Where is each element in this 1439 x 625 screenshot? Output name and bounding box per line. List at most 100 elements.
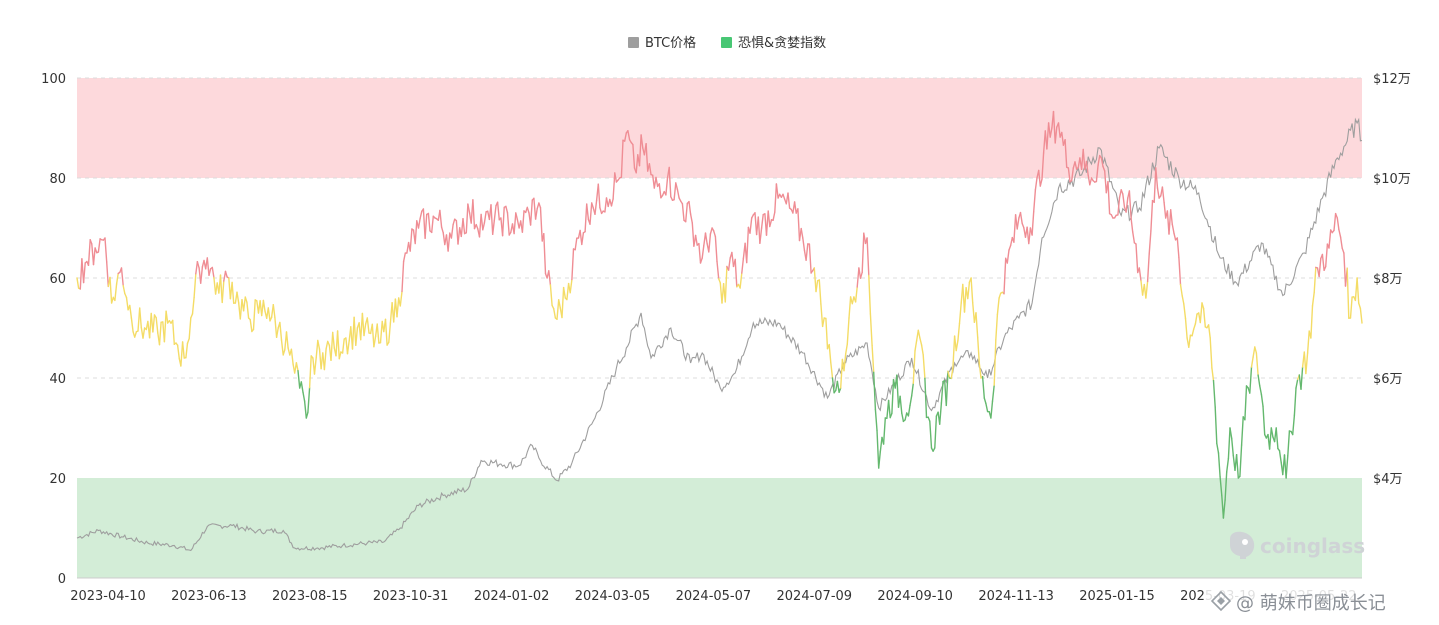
- fear-greed-segment: [363, 323, 367, 337]
- fear-greed-segment: [171, 319, 176, 345]
- fear-greed-segment: [882, 417, 886, 445]
- x-tick-label: 2024-11-13: [978, 589, 1054, 604]
- fear-greed-segment: [493, 204, 497, 222]
- fear-greed-segment: [1249, 366, 1253, 394]
- fear-greed-segment: [373, 335, 377, 348]
- fear-greed-segment: [866, 237, 870, 277]
- x-axis: 2023-04-10 2023-06-13 2023-08-15 2023-10-31…: [70, 589, 1356, 604]
- fear-greed-segment: [887, 399, 891, 419]
- fear-greed-segment: [610, 198, 614, 207]
- fear-greed-segment: [482, 222, 486, 231]
- fear-greed-segment: [417, 217, 421, 229]
- fear-greed-segment: [614, 172, 618, 183]
- fear-greed-segment: [627, 129, 631, 141]
- fear-greed-segment: [224, 270, 228, 278]
- fear-greed-segment: [549, 284, 553, 307]
- fear-greed-segment: [332, 331, 335, 349]
- fear-greed-segment: [1230, 437, 1235, 457]
- fear-greed-segment: [1097, 154, 1101, 166]
- fear-greed-segment: [1291, 414, 1296, 436]
- btc-price-series: [76, 117, 1363, 552]
- fear-greed-segment: [805, 243, 809, 261]
- fear-greed-segment: [1225, 458, 1230, 473]
- fear-greed-segment: [708, 233, 712, 253]
- fear-greed-segment: [414, 220, 418, 245]
- fear-greed-segment: [675, 182, 679, 191]
- fear-greed-segment: [714, 235, 718, 263]
- fear-greed-segment: [361, 312, 365, 337]
- fear-greed-segment: [920, 344, 924, 356]
- fear-greed-segment: [526, 206, 530, 214]
- band-fear: [77, 478, 1362, 578]
- fear-greed-segment: [1148, 230, 1152, 255]
- fear-greed-segment: [676, 188, 680, 199]
- fear-greed-segment: [704, 232, 708, 245]
- fear-greed-segment: [1179, 283, 1183, 297]
- fear-greed-segment: [919, 337, 923, 346]
- fear-greed-segment: [1224, 471, 1228, 501]
- legend-swatch-fear-greed: [721, 37, 732, 48]
- fear-greed-segment: [188, 317, 192, 340]
- fear-greed-segment: [1138, 267, 1142, 282]
- fear-greed-segment: [977, 336, 980, 364]
- fear-greed-segment: [1260, 393, 1264, 407]
- fear-greed-segment: [193, 273, 197, 299]
- fear-greed-segment: [800, 227, 804, 239]
- fear-greed-segment: [483, 211, 487, 224]
- fear-greed-segment: [876, 429, 880, 469]
- fear-greed-segment: [1305, 352, 1309, 375]
- fear-greed-segment: [668, 166, 672, 198]
- fear-greed-segment: [1057, 122, 1061, 138]
- x-tick-label: 2023-04-10: [70, 589, 146, 604]
- fear-greed-segment: [94, 247, 98, 254]
- fear-greed-segment: [105, 261, 110, 288]
- fear-greed-segment: [830, 362, 834, 379]
- fear-greed-segment: [401, 260, 405, 293]
- fear-greed-segment: [640, 134, 644, 149]
- fear-greed-segment: [206, 257, 210, 276]
- fear-greed-segment: [821, 317, 825, 328]
- legend-item-btc[interactable]: BTC价格: [628, 35, 696, 51]
- fear-greed-segment: [940, 380, 944, 404]
- fear-greed-segment: [1254, 346, 1258, 354]
- fear-greed-segment: [955, 340, 959, 352]
- fear-greed-segment: [181, 341, 185, 359]
- fear-greed-segment: [859, 271, 863, 279]
- x-tick-label: 2024-07-09: [777, 589, 853, 604]
- fear-greed-segment: [447, 232, 451, 252]
- fear-greed-segment: [1268, 427, 1273, 450]
- fear-greed-segment: [869, 313, 873, 347]
- fear-greed-segment: [604, 197, 608, 213]
- fear-greed-segment: [338, 351, 342, 360]
- fear-greed-segment: [873, 371, 877, 411]
- fear-greed-segment: [323, 348, 327, 371]
- right-y-axis: $4万 $6万 $8万 $10万 $12万: [1373, 72, 1411, 487]
- fear-greed-segment: [1328, 229, 1332, 249]
- fear-greed-segment: [1227, 427, 1231, 460]
- x-tick-label: 2024-05-07: [676, 589, 752, 604]
- legend-item-fear-greed[interactable]: 恐惧&贪婪指数: [721, 35, 826, 51]
- fear-greed-segment: [1074, 161, 1078, 170]
- fear-greed-segment: [975, 312, 979, 339]
- fear-greed-segment: [775, 183, 779, 199]
- fear-greed-segment: [1156, 187, 1160, 199]
- fear-greed-segment: [302, 391, 306, 402]
- fear-greed-segment: [724, 265, 728, 303]
- fear-greed-segment: [808, 243, 812, 274]
- fear-greed-segment: [1336, 217, 1340, 231]
- fear-greed-segment: [195, 261, 199, 275]
- fear-greed-segment: [1145, 280, 1149, 299]
- fear-greed-segment: [1171, 223, 1175, 235]
- fear-greed-segment: [465, 203, 469, 234]
- fear-greed-segment: [87, 238, 91, 266]
- fear-greed-segment: [155, 317, 159, 334]
- fear-greed-segment: [341, 338, 345, 354]
- fear-greed-segment: [632, 143, 636, 169]
- fear-greed-segment: [688, 200, 692, 215]
- legend[interactable]: BTC价格 恐惧&贪婪指数: [628, 35, 826, 51]
- fear-greed-segment: [129, 304, 133, 319]
- fear-greed-segment: [199, 266, 204, 284]
- fear-greed-segment: [1031, 210, 1035, 236]
- fear-greed-segment: [689, 213, 693, 224]
- fear-greed-segment: [846, 317, 850, 345]
